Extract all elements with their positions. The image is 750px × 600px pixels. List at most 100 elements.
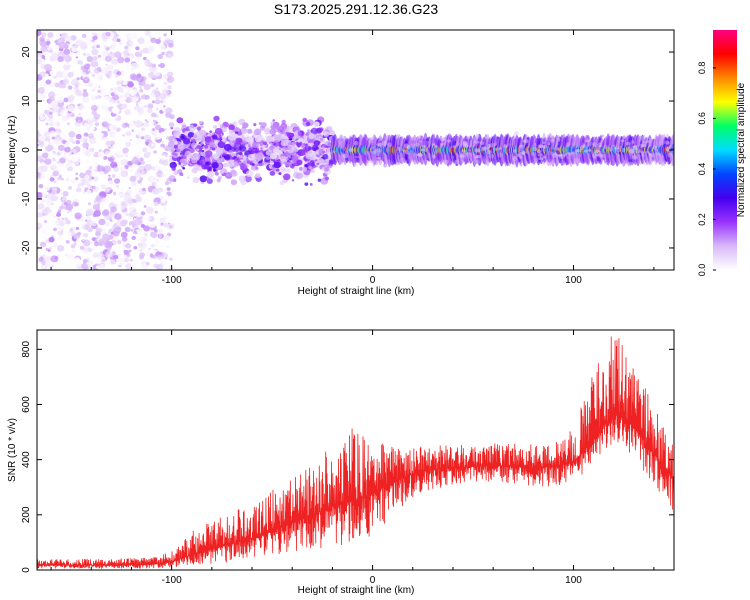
- heatmap-cell: [323, 166, 330, 172]
- heatmap-cell: [136, 130, 144, 138]
- heatmap-cell: [622, 148, 626, 153]
- heatmap-cell: [223, 143, 232, 151]
- heatmap-cell: [139, 44, 144, 48]
- heatmap-cell: [144, 60, 151, 67]
- heatmap-cell: [135, 139, 142, 145]
- heatmap-cell: [242, 155, 247, 160]
- heatmap-cell: [107, 144, 111, 148]
- snr-y-tick-label: 0: [21, 567, 32, 573]
- heatmap-cell: [97, 235, 101, 239]
- heatmap-cell: [139, 89, 144, 93]
- heatmap-cell: [176, 117, 184, 124]
- heatmap-cell: [128, 149, 131, 152]
- heatmap-cell: [107, 64, 114, 71]
- heatmap-cell: [131, 157, 140, 165]
- heatmap-cell: [269, 128, 277, 135]
- heatmap-cell: [310, 127, 319, 135]
- heatmap-cell: [74, 89, 77, 92]
- heatmap-cell: [353, 140, 359, 146]
- heatmap-cell: [138, 228, 143, 233]
- heatmap-cell: [84, 136, 87, 139]
- heatmap-cell: [81, 33, 87, 38]
- heatmap-cell: [497, 152, 502, 158]
- heatmap-cell: [129, 97, 135, 102]
- heatmap-cell: [73, 70, 82, 78]
- heatmap-cell: [273, 161, 281, 169]
- heatmap-cell: [98, 76, 103, 81]
- heatmap-cell: [146, 237, 153, 243]
- heatmap-cell: [75, 116, 84, 124]
- heatmap-cell: [57, 209, 62, 213]
- heatmap-cell: [353, 162, 358, 168]
- heatmap-cell: [124, 92, 131, 98]
- heatmap-cell: [80, 178, 84, 182]
- heatmap-cell: [304, 182, 309, 186]
- heatmap-cell: [254, 135, 263, 143]
- heatmap-cell: [291, 141, 297, 146]
- heatmap-cell: [39, 129, 46, 135]
- heatmap-cell: [174, 141, 178, 145]
- heatmap-cell: [152, 187, 160, 195]
- heatmap-cell: [144, 201, 147, 204]
- heatmap-cell: [166, 187, 171, 191]
- heatmap-cell: [238, 151, 243, 156]
- heatmap-cell: [106, 74, 111, 79]
- heatmap-cell: [199, 175, 208, 183]
- heatmap-cell: [219, 124, 225, 129]
- heatmap-cell: [60, 168, 64, 171]
- heatmap-cell: [109, 73, 113, 76]
- heatmap-cell: [172, 152, 176, 156]
- heatmap-cell: [130, 228, 134, 232]
- heatmap-cell: [309, 160, 315, 165]
- heatmap-cell: [52, 52, 58, 58]
- heatmap-cell: [350, 148, 353, 152]
- heatmap-cell: [123, 211, 129, 217]
- heatmap-cell: [85, 208, 94, 216]
- heatmap-cell: [37, 206, 42, 211]
- snr-x-axis-label: Height of straight line (km): [298, 585, 415, 596]
- heatmap-cell: [161, 158, 170, 166]
- heatmap-cell: [48, 247, 52, 250]
- heatmap-cell: [103, 44, 108, 49]
- heatmap-cell: [115, 44, 122, 50]
- heatmap-cell: [140, 223, 145, 228]
- heatmap-cell: [316, 162, 320, 166]
- heatmap-cell: [101, 258, 106, 263]
- heatmap-cell: [100, 184, 107, 190]
- heatmap-cell: [84, 63, 91, 70]
- heatmap-cell: [155, 121, 159, 124]
- heatmap-cell: [192, 177, 200, 184]
- heatmap-cell: [645, 150, 650, 154]
- heatmap-cell: [461, 149, 467, 153]
- heatmap-cell: [70, 155, 79, 163]
- heatmap-cell: [123, 250, 130, 256]
- heatmap-cell: [607, 154, 611, 159]
- heatmap-cell: [58, 228, 62, 232]
- heatmap-cell: [165, 194, 168, 197]
- heatmap-cell: [92, 261, 96, 264]
- heatmap-cell: [252, 163, 255, 166]
- heatmap-cell: [65, 240, 70, 244]
- heatmap-cell: [45, 116, 50, 120]
- heatmap-cell: [41, 148, 45, 153]
- heatmap-cell: [81, 219, 85, 222]
- heatmap-cell: [310, 169, 315, 173]
- heatmap-cell: [63, 230, 72, 238]
- heatmap-cell: [155, 182, 160, 188]
- heatmap-cell: [124, 226, 131, 233]
- heatmap-cell: [108, 101, 114, 106]
- heatmap-cell: [133, 89, 137, 93]
- heatmap-cell: [139, 249, 142, 252]
- heatmap-cell: [95, 202, 98, 205]
- heatmap-cell: [37, 30, 42, 37]
- heatmap-cell: [90, 219, 98, 227]
- heatmap-cell: [163, 234, 171, 241]
- heatmap-cell: [106, 38, 112, 44]
- heatmap-cell: [51, 136, 56, 140]
- heatmap-cell: [281, 119, 286, 124]
- snr-y-tick-label: 400: [21, 451, 32, 468]
- heatmap-cell: [378, 142, 384, 148]
- heatmap-cell: [91, 176, 95, 180]
- heatmap-cell: [158, 43, 166, 50]
- heatmap-cell: [109, 259, 116, 266]
